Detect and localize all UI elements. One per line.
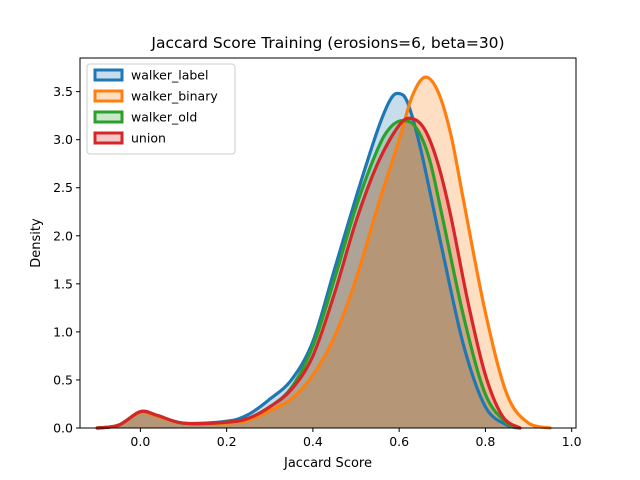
y-tick-label: 0.0 xyxy=(53,421,73,436)
legend-label-walker_old: walker_old xyxy=(131,110,197,125)
legend-label-walker_label: walker_label xyxy=(131,68,208,83)
legend-box xyxy=(86,63,236,155)
legend-swatch-walker_old xyxy=(93,110,124,124)
density-lines xyxy=(95,75,552,430)
density-fill-walker_label xyxy=(97,93,520,429)
y-tick-label: 3.0 xyxy=(53,132,73,147)
y-tick-label: 1.5 xyxy=(53,276,73,291)
x-tick-label: 0.6 xyxy=(389,434,409,449)
x-axis-label: Jaccard Score xyxy=(283,456,372,471)
y-tick-label: 2.0 xyxy=(53,228,73,243)
chart-title: Jaccard Score Training (erosions=6, beta… xyxy=(150,34,504,52)
x-axis-ticks: 0.0 0.2 0.4 0.6 0.8 1.0 xyxy=(130,428,582,449)
y-axis-label: Density xyxy=(29,218,44,268)
legend-label-union: union xyxy=(131,131,166,146)
legend-swatch-union xyxy=(93,131,124,145)
y-tick-label: 2.5 xyxy=(53,180,73,195)
density-fill-walker_old xyxy=(97,120,520,428)
legend-label-walker_binary: walker_binary xyxy=(131,89,218,104)
y-tick-label: 1.0 xyxy=(53,324,73,339)
x-tick-label: 0.2 xyxy=(217,434,237,449)
y-axis-ticks: 0.0 0.5 1.0 1.5 2.0 2.5 3.0 3.5 xyxy=(53,84,80,436)
density-line-union xyxy=(95,116,522,430)
y-tick-label: 3.5 xyxy=(53,84,73,99)
x-tick-label: 1.0 xyxy=(562,434,582,449)
legend-swatch-walker_binary xyxy=(93,89,124,103)
x-tick-label: 0.4 xyxy=(303,434,323,449)
x-tick-label: 0.0 xyxy=(130,434,150,449)
y-tick-label: 0.5 xyxy=(53,372,73,387)
density-fill-union xyxy=(97,118,520,428)
plot-frame xyxy=(79,57,577,429)
x-tick-label: 0.8 xyxy=(475,434,495,449)
legend-swatch-walker_label xyxy=(93,68,124,82)
